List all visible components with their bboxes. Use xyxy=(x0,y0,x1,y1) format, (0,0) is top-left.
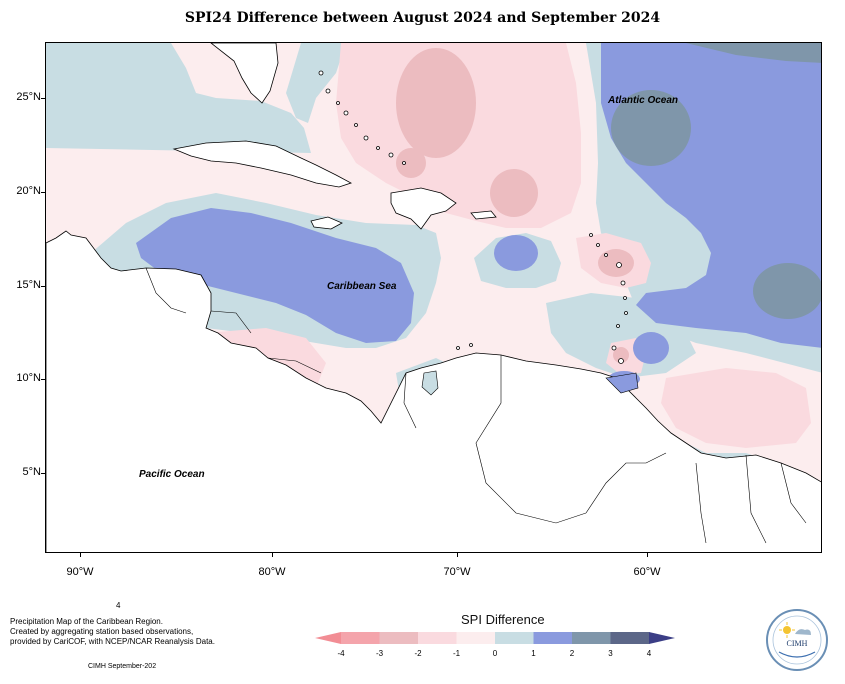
lat-label-10n: 10°N xyxy=(16,372,41,384)
lat-tick xyxy=(41,473,45,474)
legend-swatch xyxy=(379,632,419,644)
legend-tick-label: 1 xyxy=(531,649,536,658)
lat-label-5n: 5°N xyxy=(22,466,41,478)
legend-swatch xyxy=(495,632,534,644)
lon-label-60w: 60°W xyxy=(633,566,661,578)
lat-tick xyxy=(41,98,45,99)
lon-tick xyxy=(647,553,648,557)
spi-difference-map: Atlantic Ocean Caribbean Sea Pacific Oce… xyxy=(46,43,821,552)
lon-label-80w: 80°W xyxy=(258,566,286,578)
lat-label-15n: 15°N xyxy=(16,279,41,291)
lat-tick xyxy=(41,286,45,287)
legend-swatch xyxy=(456,632,496,644)
credit-text: CIMH September-202 xyxy=(88,663,157,670)
legend-tick-label: 2 xyxy=(570,649,575,658)
legend-swatch xyxy=(341,632,380,644)
legend-swatch xyxy=(418,632,457,644)
lat-tick xyxy=(41,379,45,380)
legend-tick-label: 4 xyxy=(647,649,652,658)
borders xyxy=(145,267,807,544)
pacific-ocean-label: Pacific Ocean xyxy=(139,469,205,480)
legend-arrow-low xyxy=(315,632,341,644)
legend-tick-label: -3 xyxy=(376,649,384,658)
legend-swatch xyxy=(610,632,650,644)
logo-text: CIMH xyxy=(787,639,808,648)
atlantic-ocean-label: Atlantic Ocean xyxy=(607,95,678,106)
field-zone-2-3 xyxy=(611,43,821,319)
lat-label-25n: 25°N xyxy=(16,91,41,103)
lat-label-20n: 20°N xyxy=(16,185,41,197)
caption-line-1: Precipitation Map of the Caribbean Regio… xyxy=(10,617,163,626)
legend-title: SPI Difference xyxy=(461,612,545,627)
lon-tick xyxy=(80,553,81,557)
legend-tick-label: -1 xyxy=(453,649,461,658)
field-zone-m2-m3 xyxy=(396,48,634,363)
map-title: SPI24 Difference between August 2024 and… xyxy=(184,10,661,26)
caption-line-3: provided by CariCOF, with NCEP/NCAR Rean… xyxy=(10,637,215,646)
map-panel: Atlantic Ocean Caribbean Sea Pacific Oce… xyxy=(45,42,822,553)
lon-tick xyxy=(272,553,273,557)
legend-tick-label: 0 xyxy=(493,649,498,658)
inland-water xyxy=(421,370,639,396)
legend-tick-label: -4 xyxy=(337,649,345,658)
legend-colorbar: -4 -3 -2 -1 0 1 2 3 4 xyxy=(315,632,675,658)
small-islands xyxy=(318,70,628,364)
caption-line-2: Created by aggregating station based obs… xyxy=(10,627,194,636)
legend-swatch xyxy=(572,632,611,644)
caption-superscript: 4 xyxy=(116,601,121,610)
legend-tick-label: -2 xyxy=(414,649,422,658)
lon-label-90w: 90°W xyxy=(66,566,94,578)
legend-tick-label: 3 xyxy=(608,649,613,658)
legend-arrow-high xyxy=(649,632,675,644)
lon-tick xyxy=(457,553,458,557)
lon-label-70w: 70°W xyxy=(443,566,471,578)
legend-swatch xyxy=(533,632,573,644)
cimh-logo: CIMH xyxy=(766,609,828,671)
caribbean-sea-label: Caribbean Sea xyxy=(327,281,397,292)
caption-text: Precipitation Map of the Caribbean Regio… xyxy=(10,617,245,647)
lat-tick xyxy=(41,192,45,193)
